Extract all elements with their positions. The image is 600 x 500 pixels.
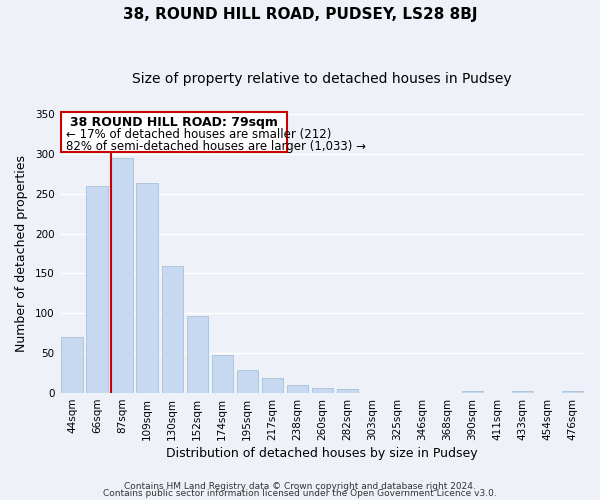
Bar [86,186,108,393]
Text: 38, ROUND HILL ROAD, PUDSEY, LS28 8BJ: 38, ROUND HILL ROAD, PUDSEY, LS28 8BJ [123,8,477,22]
Bar [337,389,358,393]
Bar [112,158,133,393]
Text: Contains public sector information licensed under the Open Government Licence v3: Contains public sector information licen… [103,489,497,498]
Text: Contains HM Land Registry data © Crown copyright and database right 2024.: Contains HM Land Registry data © Crown c… [124,482,476,491]
Bar [136,184,158,393]
Bar [287,385,308,393]
Y-axis label: Number of detached properties: Number of detached properties [15,155,28,352]
Bar [161,266,183,393]
Bar [187,316,208,393]
Text: ← 17% of detached houses are smaller (212): ← 17% of detached houses are smaller (21… [66,128,331,141]
Text: 82% of semi-detached houses are larger (1,033) →: 82% of semi-detached houses are larger (… [66,140,366,152]
Bar [212,355,233,393]
Title: Size of property relative to detached houses in Pudsey: Size of property relative to detached ho… [133,72,512,86]
X-axis label: Distribution of detached houses by size in Pudsey: Distribution of detached houses by size … [166,447,478,460]
Bar [562,392,583,393]
Bar [311,388,333,393]
Bar [61,112,287,152]
Bar [236,370,258,393]
Bar [462,390,483,393]
Bar [512,392,533,393]
Bar [61,338,83,393]
Bar [262,378,283,393]
Text: 38 ROUND HILL ROAD: 79sqm: 38 ROUND HILL ROAD: 79sqm [70,116,278,130]
